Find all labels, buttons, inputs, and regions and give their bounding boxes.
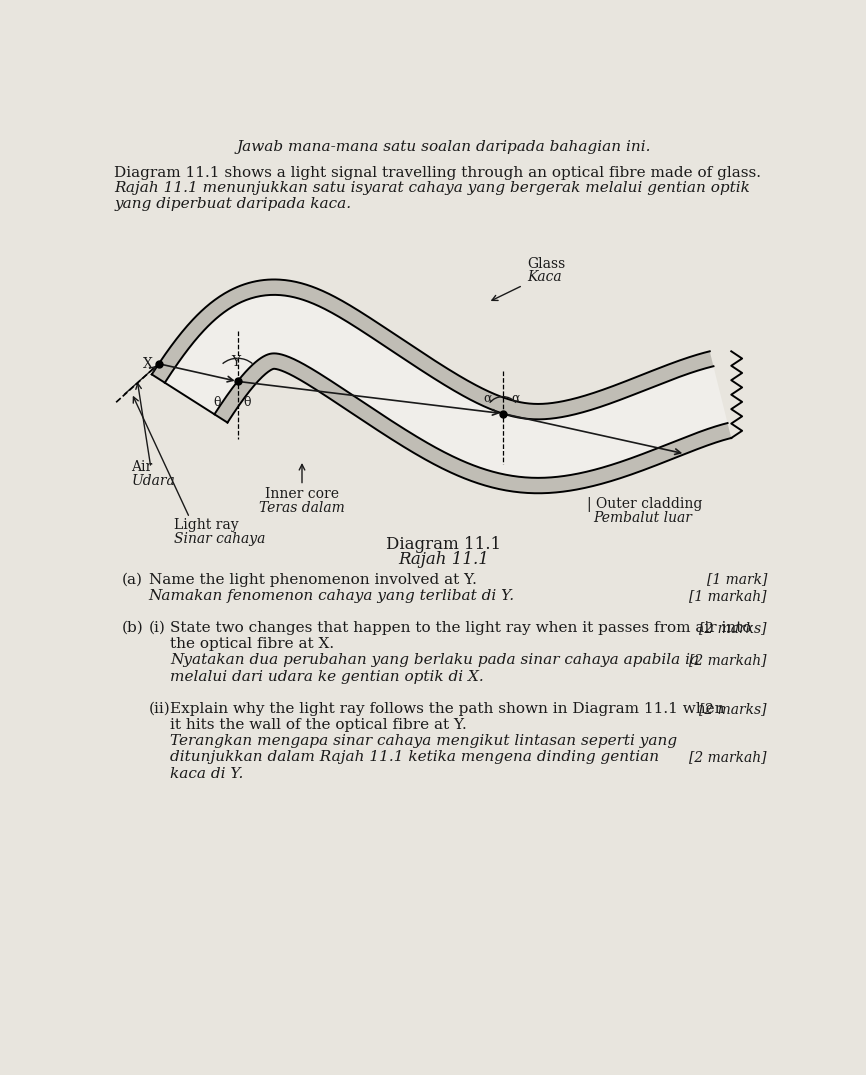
Text: yang diperbuat daripada kaca.: yang diperbuat daripada kaca.: [114, 197, 352, 211]
Polygon shape: [215, 354, 731, 493]
Text: Explain why the light ray follows the path shown in Diagram 11.1 when: Explain why the light ray follows the pa…: [171, 702, 725, 716]
Text: Rajah 11.1: Rajah 11.1: [398, 551, 489, 568]
Polygon shape: [165, 295, 727, 478]
Text: [1 markah]: [1 markah]: [689, 589, 767, 603]
Text: the optical fibre at X.: the optical fibre at X.: [171, 637, 334, 651]
Text: ditunjukkan dalam Rajah 11.1 ketika mengena dinding gentian: ditunjukkan dalam Rajah 11.1 ketika meng…: [171, 750, 659, 764]
Text: [2 markah]: [2 markah]: [689, 750, 767, 764]
Text: Kaca: Kaca: [527, 270, 561, 284]
Text: Teras dalam: Teras dalam: [259, 501, 345, 515]
Text: Udara: Udara: [132, 474, 175, 488]
Text: Name the light phenomenon involved at Y.: Name the light phenomenon involved at Y.: [149, 573, 476, 587]
Text: [1 mark]: [1 mark]: [707, 573, 767, 587]
Text: Jawab mana-mana satu soalan daripada bahagian ini.: Jawab mana-mana satu soalan daripada bah…: [236, 140, 651, 154]
Text: Glass: Glass: [527, 257, 565, 272]
Text: Y: Y: [231, 355, 241, 369]
Text: X: X: [143, 357, 152, 371]
Text: Pembalut luar: Pembalut luar: [593, 511, 692, 525]
Text: (i): (i): [149, 621, 165, 635]
Text: Namakan fenomenon cahaya yang terlibat di Y.: Namakan fenomenon cahaya yang terlibat d…: [149, 589, 514, 603]
Text: α: α: [511, 391, 520, 404]
Text: α: α: [483, 391, 492, 404]
Text: Terangkan mengapa sinar cahaya mengikut lintasan seperti yang: Terangkan mengapa sinar cahaya mengikut …: [171, 734, 677, 748]
Text: θ: θ: [214, 397, 221, 410]
Text: Inner core: Inner core: [265, 487, 339, 501]
Text: Diagram 11.1: Diagram 11.1: [386, 535, 501, 553]
Text: Air: Air: [132, 460, 152, 474]
Text: State two changes that happen to the light ray when it passes from air into: State two changes that happen to the lig…: [171, 621, 752, 635]
Text: Diagram 11.1 shows a light signal travelling through an optical fibre made of gl: Diagram 11.1 shows a light signal travel…: [114, 166, 761, 180]
Text: Sinar cahaya: Sinar cahaya: [174, 532, 266, 546]
Text: melalui dari udara ke gentian optik di X.: melalui dari udara ke gentian optik di X…: [171, 670, 484, 684]
Text: (ii): (ii): [149, 702, 171, 716]
Text: Light ray: Light ray: [174, 518, 239, 532]
Text: θ: θ: [243, 397, 250, 410]
Text: [2 marks]: [2 marks]: [700, 621, 767, 635]
Text: Rajah 11.1 menunjukkan satu isyarat cahaya yang bergerak melalui gentian optik: Rajah 11.1 menunjukkan satu isyarat caha…: [114, 182, 750, 196]
Text: it hits the wall of the optical fibre at Y.: it hits the wall of the optical fibre at…: [171, 718, 467, 732]
Text: | Outer cladding: | Outer cladding: [587, 497, 702, 512]
Text: [2 marks]: [2 marks]: [700, 702, 767, 716]
Text: (b): (b): [122, 621, 144, 635]
Text: kaca di Y.: kaca di Y.: [171, 766, 243, 780]
Text: [2 markah]: [2 markah]: [689, 654, 767, 668]
Text: (a): (a): [122, 573, 143, 587]
Polygon shape: [152, 280, 714, 419]
Text: Nyatakan dua perubahan yang berlaku pada sinar cahaya apabila ia: Nyatakan dua perubahan yang berlaku pada…: [171, 654, 700, 668]
